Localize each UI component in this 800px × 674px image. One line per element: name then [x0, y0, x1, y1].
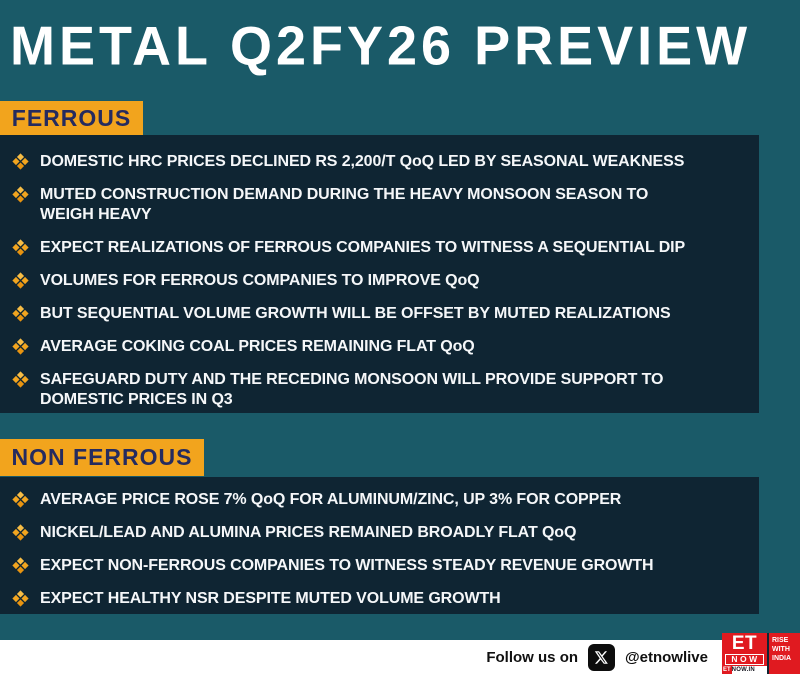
diamond-cluster-bullet-icon — [12, 305, 29, 322]
diamond-cluster-bullet-icon — [12, 524, 29, 541]
diamond-cluster-bullet-icon — [12, 272, 29, 289]
etnow-logo: ET NOW ET NOW.IN RISE WITH INDIA — [722, 633, 800, 674]
list-item: MUTED CONSTRUCTION DEMAND DURING THE HEA… — [10, 185, 745, 225]
diamond-cluster-bullet-icon — [12, 338, 29, 355]
list-item: EXPECT HEALTHY NSR DESPITE MUTED VOLUME … — [10, 589, 745, 609]
tagline-line: RISE — [772, 637, 789, 644]
ferrous-panel: DOMESTIC HRC PRICES DECLINED RS 2,200/T … — [0, 135, 759, 413]
list-item: EXPECT REALIZATIONS OF FERROUS COMPANIES… — [10, 238, 745, 258]
etnow-site-strip: ET NOW.IN — [722, 666, 767, 674]
ferrous-bullet-list: DOMESTIC HRC PRICES DECLINED RS 2,200/T … — [10, 152, 745, 410]
diamond-cluster-bullet-icon — [12, 186, 29, 203]
etnow-tagline: RISE WITH INDIA — [769, 633, 800, 674]
bullet-text: EXPECT HEALTHY NSR DESPITE MUTED VOLUME … — [40, 590, 501, 607]
list-item: NICKEL/LEAD AND ALUMINA PRICES REMAINED … — [10, 523, 745, 543]
section-label-non-ferrous: NON FERROUS — [0, 439, 204, 476]
list-item: SAFEGUARD DUTY AND THE RECEDING MONSOON … — [10, 370, 745, 410]
bullet-text: EXPECT REALIZATIONS OF FERROUS COMPANIES… — [40, 239, 686, 256]
non-ferrous-bullet-list: AVERAGE PRICE ROSE 7% QoQ FOR ALUMINUM/Z… — [10, 490, 745, 609]
footer-bar: Follow us on @etnowlive — [0, 640, 800, 674]
diamond-cluster-bullet-icon — [12, 590, 29, 607]
non-ferrous-panel: AVERAGE PRICE ROSE 7% QoQ FOR ALUMINUM/Z… — [0, 477, 759, 614]
etnow-site-prefix: ET — [722, 666, 732, 674]
follow-us-label: Follow us on — [486, 648, 579, 666]
tagline-line: INDIA — [772, 655, 792, 662]
bullet-text: VOLUMES FOR FERROUS COMPANIES TO IMPROVE… — [40, 272, 480, 289]
bullet-text: AVERAGE COKING COAL PRICES REMAINING FLA… — [40, 338, 475, 355]
diamond-cluster-bullet-icon — [12, 557, 29, 574]
section-label-ferrous: FERROUS — [0, 101, 143, 135]
diamond-cluster-bullet-icon — [12, 153, 29, 170]
diamond-cluster-bullet-icon — [12, 371, 29, 388]
etnow-site-suffix: NOW.IN — [731, 667, 755, 673]
twitter-handle: @etnowlive — [625, 648, 708, 666]
bullet-text: BUT SEQUENTIAL VOLUME GROWTH WILL BE OFF… — [40, 305, 671, 322]
bullet-text: MUTED CONSTRUCTION DEMAND DURING THE HEA… — [40, 186, 649, 223]
etnow-logo-now-text: NOW — [725, 654, 764, 665]
bullet-text: AVERAGE PRICE ROSE 7% QoQ FOR ALUMINUM/Z… — [40, 491, 622, 508]
list-item: AVERAGE PRICE ROSE 7% QoQ FOR ALUMINUM/Z… — [10, 490, 745, 510]
bullet-text: EXPECT NON-FERROUS COMPANIES TO WITNESS … — [40, 557, 654, 574]
bullet-text: DOMESTIC HRC PRICES DECLINED RS 2,200/T … — [40, 153, 685, 170]
list-item: BUT SEQUENTIAL VOLUME GROWTH WILL BE OFF… — [10, 304, 745, 324]
list-item: AVERAGE COKING COAL PRICES REMAINING FLA… — [10, 337, 745, 357]
diamond-cluster-bullet-icon — [12, 239, 29, 256]
etnow-logo-left: ET NOW ET NOW.IN — [722, 633, 767, 674]
diamond-cluster-bullet-icon — [12, 491, 29, 508]
page-title: METAL Q2FY26 PREVIEW — [10, 15, 752, 77]
bullet-text: NICKEL/LEAD AND ALUMINA PRICES REMAINED … — [40, 524, 577, 541]
x-twitter-icon — [588, 643, 616, 671]
bullet-text: SAFEGUARD DUTY AND THE RECEDING MONSOON … — [40, 371, 664, 408]
list-item: EXPECT NON-FERROUS COMPANIES TO WITNESS … — [10, 556, 745, 576]
tagline-line: WITH — [772, 646, 790, 653]
list-item: DOMESTIC HRC PRICES DECLINED RS 2,200/T … — [10, 152, 745, 172]
list-item: VOLUMES FOR FERROUS COMPANIES TO IMPROVE… — [10, 271, 745, 291]
etnow-logo-et-text: ET — [731, 633, 758, 654]
